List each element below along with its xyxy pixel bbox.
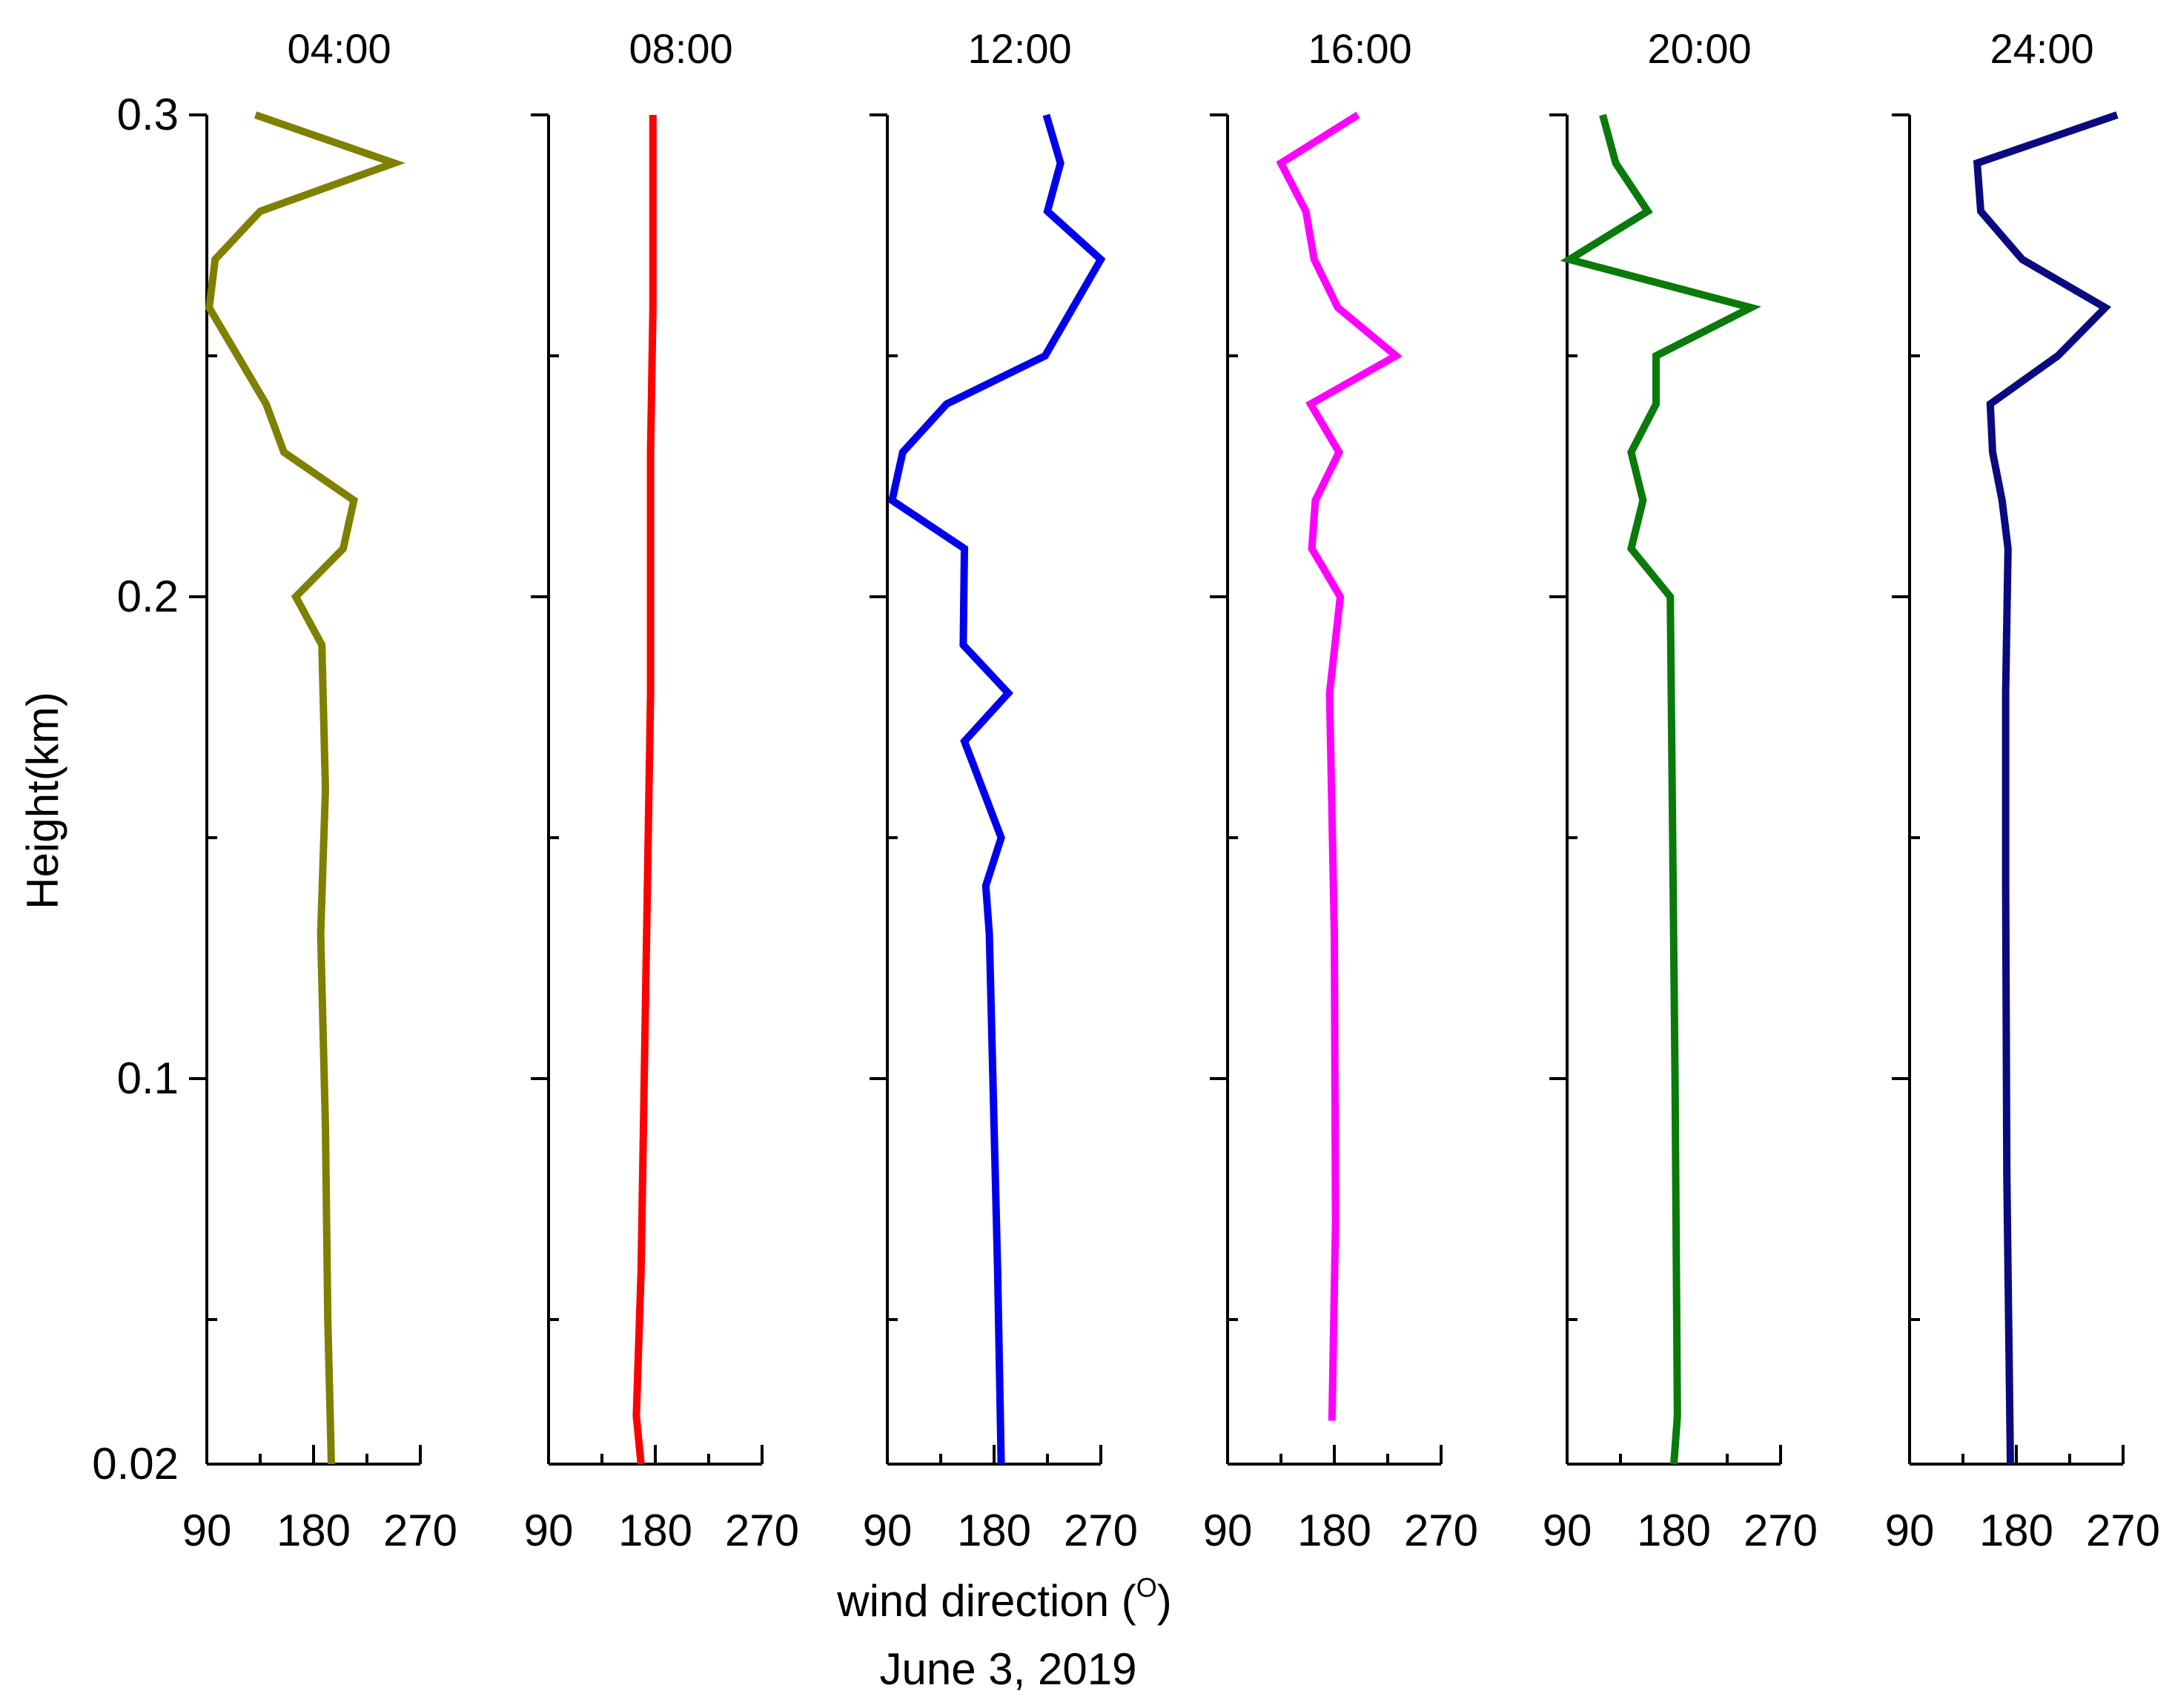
panel-1600: 90 180 270 16:00 xyxy=(1203,25,1478,1555)
panel-title: 08:00 xyxy=(629,25,732,72)
panel-1200: 90 180 270 12:00 xyxy=(863,25,1138,1555)
x-tick-label: 270 xyxy=(725,1506,799,1555)
x-tick-label: 180 xyxy=(1297,1506,1371,1555)
x-tick-label: 180 xyxy=(1637,1506,1711,1555)
panel-0800: 90 180 270 08:00 xyxy=(524,25,799,1555)
panel-2000: 90 180 270 20:00 xyxy=(1543,25,1818,1555)
x-tick-label: 90 xyxy=(182,1506,232,1555)
x-tick-label: 270 xyxy=(1404,1506,1478,1555)
x-tick-label: 90 xyxy=(863,1506,913,1555)
x-axis-title: wind direction (O) xyxy=(836,1572,1172,1626)
y-axis-title: Height(km) xyxy=(18,692,67,909)
series-line xyxy=(887,113,1106,1465)
panel-title: 20:00 xyxy=(1647,25,1751,72)
y-tick-label: 0.02 xyxy=(92,1439,179,1489)
x-axis-title-superscript: O xyxy=(1136,1572,1157,1603)
x-axis-title-close: ) xyxy=(1157,1576,1172,1626)
panel-0400: 90 180 270 04:00 xyxy=(182,25,457,1555)
y-tick-label: 0.3 xyxy=(117,90,179,139)
x-tick-label: 270 xyxy=(1744,1506,1818,1555)
series-line xyxy=(632,115,657,1465)
panel-title: 12:00 xyxy=(967,25,1071,72)
panel-title: 24:00 xyxy=(1990,25,2093,72)
x-axis-title-text: wind direction ( xyxy=(836,1576,1136,1626)
x-tick-label: 90 xyxy=(1885,1506,1935,1555)
panel-title: 16:00 xyxy=(1308,25,1411,72)
y-tick-label: 0.1 xyxy=(117,1053,179,1103)
panel-2400: 90 180 270 24:00 xyxy=(1885,25,2160,1555)
series-line xyxy=(1560,113,1761,1465)
series-line xyxy=(1276,111,1403,1421)
x-tick-label: 180 xyxy=(277,1506,351,1555)
x-tick-label: 90 xyxy=(1203,1506,1253,1555)
x-tick-label: 90 xyxy=(524,1506,574,1555)
series-line xyxy=(205,111,405,1465)
date-label: June 3, 2019 xyxy=(880,1644,1137,1694)
x-tick-label: 180 xyxy=(618,1506,692,1555)
x-tick-label: 90 xyxy=(1543,1506,1592,1555)
panel-title: 04:00 xyxy=(287,25,391,72)
x-tick-label: 180 xyxy=(957,1506,1031,1555)
x-tick-label: 270 xyxy=(2086,1506,2160,1555)
x-tick-label: 270 xyxy=(383,1506,457,1555)
x-tick-label: 270 xyxy=(1064,1506,1138,1555)
series-line xyxy=(1973,111,2119,1465)
x-tick-label: 180 xyxy=(1979,1506,2053,1555)
y-tick-label: 0.2 xyxy=(117,572,179,621)
